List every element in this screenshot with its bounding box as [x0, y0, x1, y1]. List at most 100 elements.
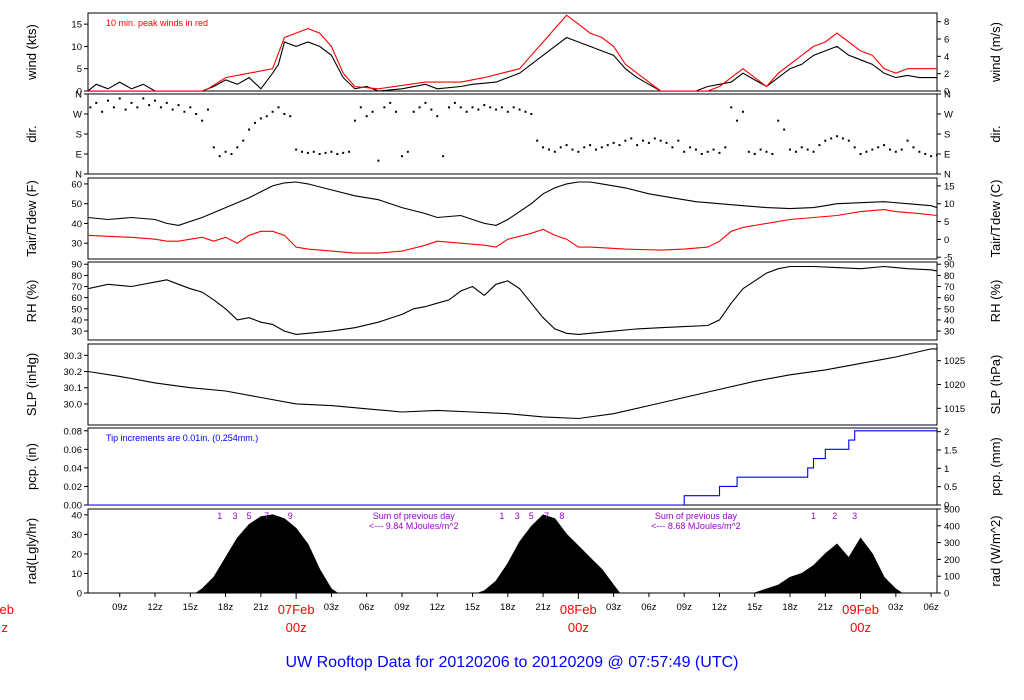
- y-tick-label-right: 1020: [944, 380, 965, 391]
- hour-mark: 3: [852, 511, 857, 521]
- x-tick-label: 21z: [535, 602, 551, 613]
- direction-point: [647, 141, 650, 144]
- hour-mark: 9: [288, 511, 293, 521]
- day-label-date: 09Feb: [842, 602, 879, 617]
- y-axis-label-right: Tair/Tdew (C): [988, 179, 1003, 257]
- x-tick-label: 09z: [677, 602, 693, 613]
- y-tick-label-left: 30.2: [64, 367, 83, 378]
- hour-mark: 8: [559, 511, 564, 521]
- y-tick-label-right: N: [944, 170, 951, 181]
- direction-point: [95, 101, 98, 104]
- y-tick-label-left: 20: [71, 549, 82, 560]
- radiation-area: [195, 514, 903, 593]
- y-axis-label-left: RH (%): [24, 280, 39, 323]
- hour-mark: 1: [499, 511, 504, 521]
- direction-point: [148, 104, 151, 107]
- panel-frame: [87, 177, 938, 260]
- y-tick-label-left: 0.06: [64, 445, 83, 456]
- x-tick-label: 03z: [888, 602, 904, 613]
- direction-point: [618, 144, 621, 147]
- direction-point: [841, 137, 844, 140]
- direction-point: [888, 148, 891, 151]
- direction-point: [412, 110, 415, 113]
- direction-point: [118, 97, 121, 100]
- panel-pcp: 0.00 0.02 0.04 0.06 0.08 0 0.5 1 1.5 2 pcp. (in) pc…: [24, 426, 1003, 511]
- direction-point: [465, 110, 468, 113]
- direction-point: [477, 108, 480, 111]
- y-tick-label-left: 30.0: [64, 399, 83, 410]
- direction-point: [101, 110, 104, 113]
- y-tick-label-right: 1.5: [944, 446, 957, 457]
- y-tick-label-left: 30.3: [64, 351, 83, 362]
- direction-point: [524, 110, 527, 113]
- time-axis: 09z 12z 15z 18z 21z 03z 06z 09z 12z 15z 18z 21z 03z 0…: [0, 593, 939, 635]
- direction-point: [189, 106, 192, 109]
- direction-point: [295, 148, 298, 151]
- x-tick-label: 21z: [253, 602, 269, 613]
- hour-mark: 1: [811, 511, 816, 521]
- direction-point: [489, 106, 492, 109]
- direction-point: [201, 119, 204, 122]
- direction-point: [342, 151, 345, 154]
- direction-point: [594, 148, 597, 151]
- direction-point: [653, 137, 656, 140]
- direction-point: [630, 137, 633, 140]
- direction-point: [165, 101, 168, 104]
- y-tick-label-right: W: [944, 110, 953, 121]
- direction-point: [483, 104, 486, 107]
- direction-point: [400, 155, 403, 158]
- y-tick-label-left: 40: [71, 315, 82, 326]
- y-tick-label-right: E: [944, 150, 950, 161]
- radiation-sum-note: Sum of previous day: [655, 511, 738, 521]
- panel-frame: [87, 261, 938, 341]
- direction-point: [301, 150, 304, 153]
- chart-title: UW Rooftop Data for 20120206 to 20120209…: [286, 654, 739, 671]
- panel-data: [88, 181, 937, 254]
- direction-point: [324, 151, 327, 154]
- direction-point: [353, 119, 356, 122]
- direction-point: [900, 148, 903, 151]
- y-tick-label-right: 0: [944, 501, 949, 512]
- y-tick-label-left: 0.02: [64, 482, 83, 493]
- series-line-tair: [88, 181, 937, 226]
- hour-mark: 2: [832, 511, 837, 521]
- y-tick-label-right: 0: [944, 87, 949, 98]
- direction-point: [753, 153, 756, 155]
- panel-data: [89, 97, 937, 162]
- y-tick-label-left: 30: [71, 239, 82, 250]
- y-tick-label-right: 2: [944, 427, 949, 438]
- direction-point: [159, 106, 162, 109]
- direction-point: [530, 113, 533, 115]
- y-tick-label-right: 400: [944, 521, 960, 532]
- direction-point: [765, 150, 768, 153]
- panel-slp: 30.0 30.1 30.2 30.3 1015 1020 1025 SLP (inHg) SL…: [24, 343, 1003, 426]
- x-tick-label: 12z: [712, 602, 728, 613]
- direction-point: [559, 146, 562, 149]
- direction-point: [371, 110, 374, 113]
- x-tick-label: 21z: [818, 602, 834, 613]
- direction-point: [383, 106, 386, 109]
- x-tick-label: 09z: [394, 602, 410, 613]
- y-axis-label-left: Tair/Tdew (F): [24, 180, 39, 257]
- day-label-hour: 00z: [286, 620, 307, 635]
- y-tick-label-right: 1025: [944, 356, 965, 367]
- direction-point: [800, 146, 803, 149]
- direction-point: [741, 110, 744, 113]
- direction-point: [936, 154, 937, 157]
- x-tick-label: 15z: [465, 602, 481, 613]
- x-tick-label: 06z: [923, 602, 939, 613]
- y-axis-label-left: rad(Lgly/hr): [24, 518, 39, 584]
- radiation-sum-note: <--- 8.68 MJoules/m^2: [651, 521, 741, 531]
- direction-point: [571, 148, 574, 151]
- direction-point: [112, 106, 115, 109]
- direction-point: [565, 144, 568, 147]
- direction-point: [706, 150, 709, 153]
- x-tick-label: 18z: [782, 602, 798, 613]
- panel-frame: [87, 93, 938, 175]
- direction-point: [471, 106, 474, 109]
- direction-point: [224, 150, 227, 153]
- direction-point: [606, 144, 609, 147]
- y-axis-label-right: pcp. (mm): [988, 437, 1003, 496]
- day-label-date: 07Feb: [278, 602, 315, 617]
